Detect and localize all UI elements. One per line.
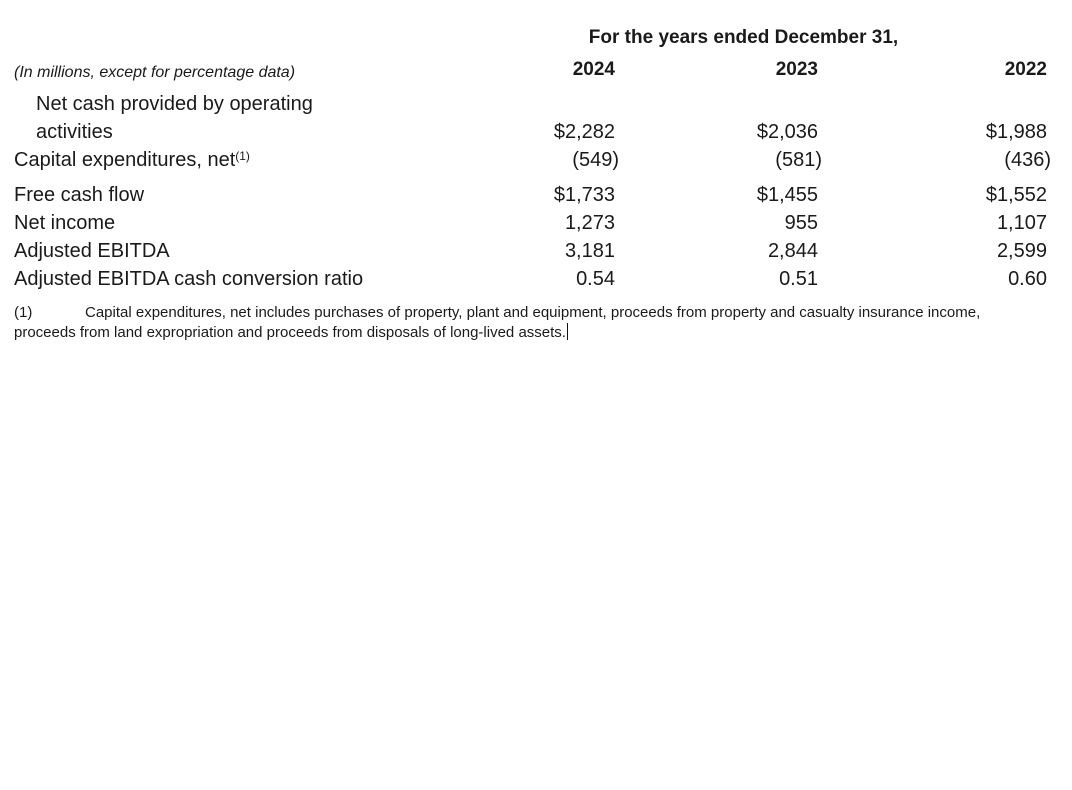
row-label: Free cash flow [14,184,145,206]
cell-value: $2,282 [553,121,615,143]
table-row-adjusted-ebitda: Adjusted EBITDA 3,181 2,844 2,599 [14,237,1047,265]
table-row-capital-expenditures: Capital expenditures, net(1) (549) (581)… [14,146,1051,174]
table-column-header-row: (In millions, except for percentage data… [14,56,1047,84]
table-row-free-cash-flow: Free cash flow $1,733 $1,455 $1,552 [14,181,1047,209]
row-label: Adjusted EBITDA cash conversion ratio [14,268,364,290]
cell-value: (436) [1004,149,1051,171]
cell-value: 955 [784,212,818,234]
cell-value: 3,181 [564,240,615,262]
cell-value: 1,273 [564,212,615,234]
table-row-net-income: Net income 1,273 955 1,107 [14,209,1047,237]
cell-value: 0.54 [576,268,615,290]
cell-value: $2,036 [756,121,818,143]
cell-value: (549) [572,149,619,171]
column-header-2023: 2023 [775,59,818,80]
table-title-row: For the years ended December 31, [14,24,1047,52]
text-caret [566,323,569,340]
cell-value: $1,552 [985,184,1047,206]
row-label-text: Capital expenditures, net [14,149,236,171]
footnote[interactable]: (1) Capital expenditures, net includes pu… [14,303,999,343]
cell-value: 1,107 [996,212,1047,234]
cell-value: $1,988 [985,121,1047,143]
row-label: Adjusted EBITDA [14,240,170,262]
cell-value: 2,599 [996,240,1047,262]
footnote-text: Capital expenditures, net includes purch… [14,304,981,341]
row-label: Net cash provided by operating activitie… [36,93,313,143]
cell-value: $1,455 [756,184,818,206]
footnote-ref: (1) [235,149,250,163]
table-row-ebitda-conversion-ratio: Adjusted EBITDA cash conversion ratio 0.… [14,265,1047,293]
table-row-operating-cash: Net cash provided by operating activitie… [14,90,1047,146]
cell-value: 0.51 [779,268,818,290]
column-header-2024: 2024 [572,59,615,80]
row-label: Net income [14,212,116,234]
cell-value: $1,733 [553,184,615,206]
unit-note: (In millions, except for percentage data… [14,64,296,81]
footnote-marker: (1) [14,304,33,321]
column-header-2022: 2022 [1004,59,1047,80]
table-title: For the years ended December 31, [588,27,899,48]
row-label: Capital expenditures, net(1) [14,146,364,174]
document-page[interactable]: For the years ended December 31, (In mil… [0,0,1072,343]
cell-value: (581) [775,149,822,171]
cell-value: 0.60 [1008,268,1047,290]
cell-value: 2,844 [767,240,818,262]
